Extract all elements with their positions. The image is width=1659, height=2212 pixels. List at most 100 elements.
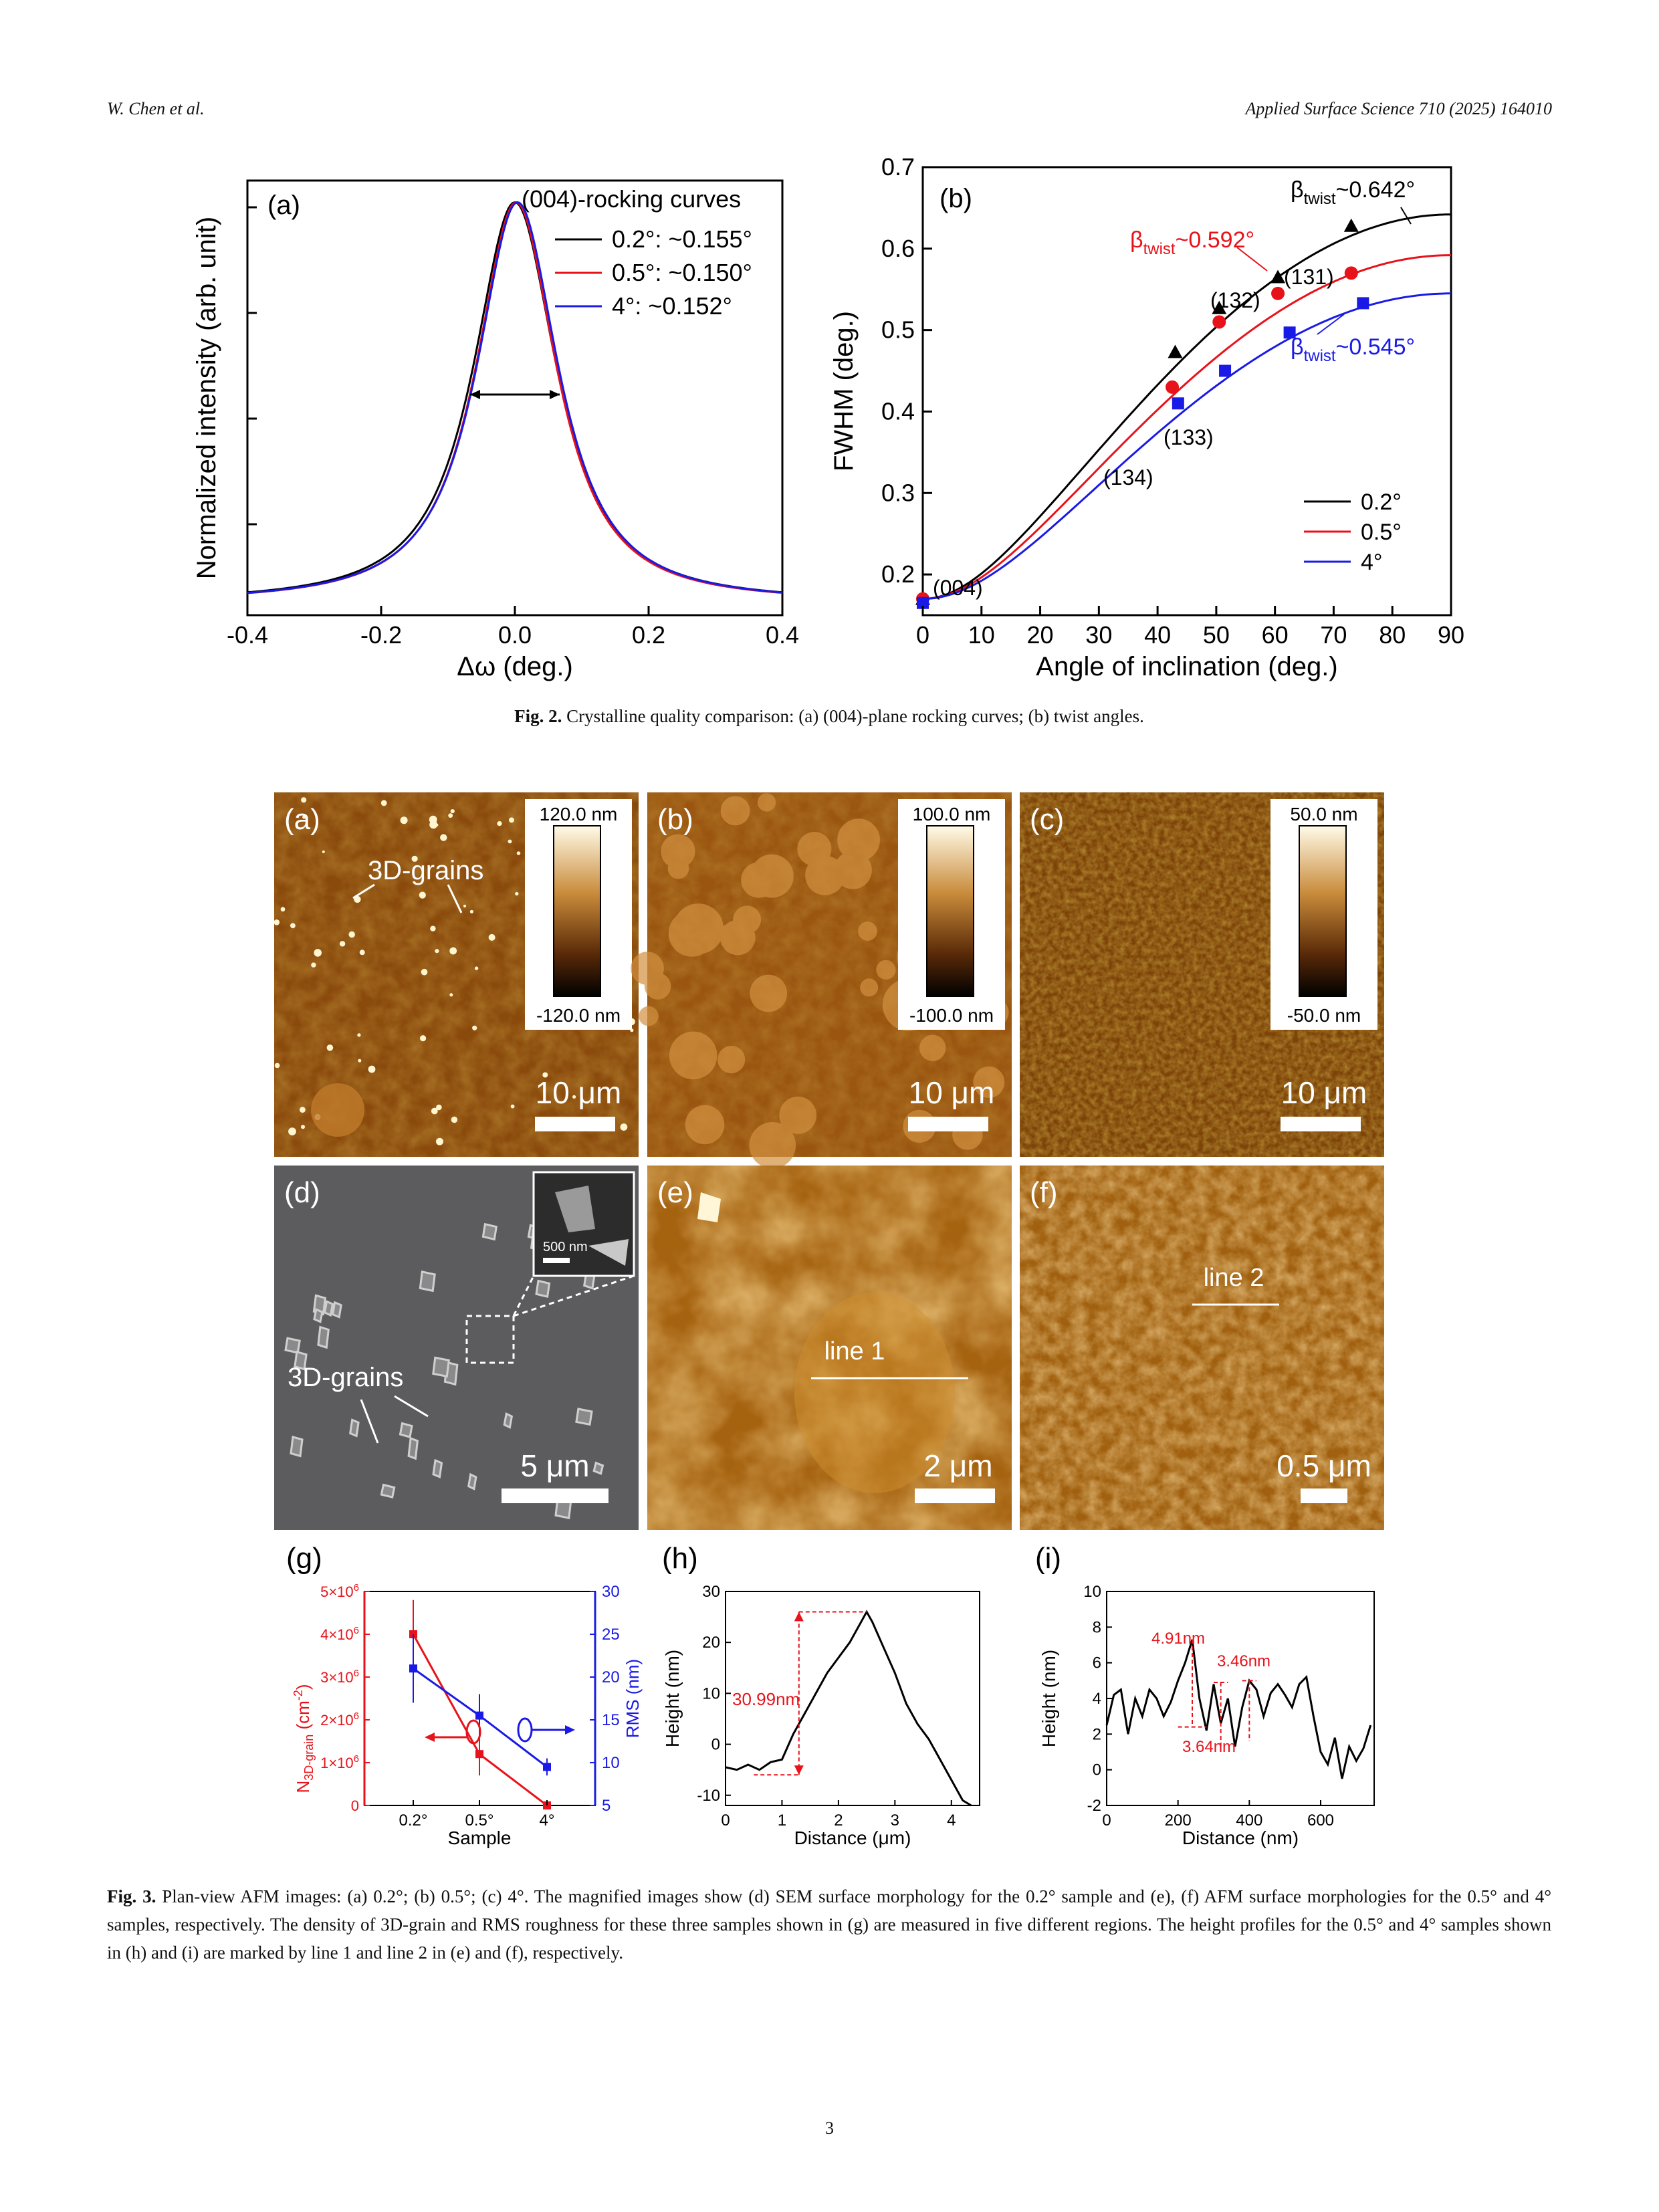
afm-a-grain <box>509 817 514 823</box>
fig3g-point-rms-2 <box>543 1763 551 1771</box>
fig2b-xtick-label-2: 20 <box>1027 621 1054 649</box>
sem-panel-d: (d) 500 nm 3D-grains 5 μm <box>274 1166 639 1530</box>
fig2b-xlabel: Angle of inclination (deg.) <box>1036 652 1337 681</box>
afm-panel-e: (e) line 1 2 μm <box>647 1166 1012 1530</box>
fig2a-legend: 0.2°: ~0.155° 0.5°: ~0.150° 4°: ~0.152° <box>555 225 752 320</box>
afm-a-grain <box>620 1123 628 1131</box>
sem-d-grain <box>432 1356 450 1378</box>
afm-a-grain <box>339 941 346 947</box>
fig2b-point-2-1 <box>1172 397 1184 410</box>
afm-b-mound <box>858 921 877 941</box>
fig2b-ytick-label-5: 0.7 <box>881 153 915 181</box>
afm-a-grain <box>430 925 436 931</box>
afm-panel-b: (b) 100.0 nm -100.0 nm 10 μm <box>631 792 1012 1169</box>
fig3g-rtick-label-2: 15 <box>602 1711 620 1729</box>
afm-a-grain <box>302 815 306 819</box>
fig3g-point-n3d-1 <box>475 1750 483 1759</box>
fig2b-point-1-2 <box>1212 315 1226 329</box>
fig3g-point-rms-1 <box>475 1711 483 1720</box>
fig2b-ytick-label-3: 0.5 <box>881 316 915 344</box>
afm-a-grain <box>451 1116 458 1123</box>
afm-c-scalebar-label: 10 μm <box>1281 1075 1367 1110</box>
afm-a-grain <box>322 850 325 853</box>
afm-f-label: (f) <box>1030 1176 1058 1209</box>
afm-a-grain <box>380 800 387 806</box>
afm-b-mound <box>661 834 695 869</box>
fig3g-xtick-label-1: 0.5° <box>465 1811 494 1830</box>
fig3i-ytick-label-2: 2 <box>1093 1725 1101 1743</box>
sem-d-grain <box>481 1222 498 1241</box>
afm-c-scale-bottom: -50.0 nm <box>1287 1005 1361 1026</box>
afm-a-grain <box>472 1025 477 1030</box>
fig2b-xtick-label-8: 80 <box>1379 621 1406 649</box>
afm-a-grain <box>411 855 418 862</box>
afm-c-label: (c) <box>1030 803 1064 836</box>
fig2b-legend-1: 0.5° <box>1361 520 1402 545</box>
running-header-journal: Applied Surface Science 710 (2025) 16401… <box>1245 99 1553 118</box>
fig2b-xtick-label-7: 70 <box>1320 621 1347 649</box>
afm-b-label: (b) <box>657 803 693 836</box>
afm-b-scalebar-label: 10 μm <box>909 1075 995 1110</box>
afm-a-grain <box>488 933 495 941</box>
fig2a-xlabel: Δω (deg.) <box>457 652 573 681</box>
afm-a-grain <box>449 993 453 997</box>
fig3i-xtick-label-0: 0 <box>1102 1811 1111 1830</box>
fig3i-ylabel: Height (nm) <box>1038 1650 1059 1747</box>
afm-a-scalebar-label: 10 μm <box>536 1075 622 1110</box>
afm-b-mound <box>631 952 664 985</box>
afm-a-grain <box>508 839 512 844</box>
fig3h-xtick-label-4: 4 <box>947 1811 956 1830</box>
fig2b-ytick-label-4: 0.6 <box>881 235 915 262</box>
sem-d-grain <box>323 1300 334 1317</box>
fig3i-annotation-1: 3.46nm <box>1217 1652 1270 1670</box>
sem-d-grain <box>419 1270 436 1293</box>
fig2b-point-1-4 <box>1344 266 1358 280</box>
fig2b-point-0-2 <box>1212 300 1227 314</box>
afm-a-grain <box>301 797 307 803</box>
fig3i-ytick-label-1: 0 <box>1093 1761 1101 1779</box>
afm-b-mound <box>720 796 750 826</box>
sem-d-grain <box>535 1279 551 1299</box>
fig3h-ytick-label-1: 0 <box>711 1736 720 1754</box>
fig3h-annotation: 30.99nm <box>732 1689 800 1709</box>
fig3g-ltick-label-5: 5×106 <box>320 1582 359 1600</box>
fig2b-xtick-label-5: 50 <box>1203 621 1230 649</box>
fig2b-xtick-label-4: 40 <box>1144 621 1171 649</box>
sem-d-grain <box>317 1325 330 1349</box>
fig3g-ltick-label-4: 4×106 <box>320 1625 359 1643</box>
afm-panel-c: (c) 50.0 nm -50.0 nm 10 μm <box>1020 792 1384 1157</box>
sem-d-label: (d) <box>284 1176 320 1209</box>
fig2b-label-131: (131) <box>1284 265 1334 289</box>
afm-a-grain <box>280 907 286 912</box>
fig2b-beta-02: βtwist~0.642° <box>1291 177 1415 208</box>
fig2b-point-1-1 <box>1166 380 1180 394</box>
fig3h-xtick-label-3: 3 <box>891 1811 899 1830</box>
afm-a-grain <box>300 1107 306 1113</box>
fig3h-profile <box>725 1610 972 1807</box>
fig3h-xlabel: Distance (μm) <box>794 1828 911 1848</box>
fig2b-label-133: (133) <box>1164 425 1214 449</box>
afm-b-mound <box>749 1122 796 1169</box>
fig3g-xtick-label-2: 4° <box>540 1811 555 1830</box>
sem-d-inset-scalebar-label: 500 nm <box>543 1240 588 1254</box>
fig2b-point-2-2 <box>1219 364 1232 377</box>
sem-d-grain <box>467 1472 477 1490</box>
fig3-panel-g-chart: (g) 0 1×106 2×106 3×106 4×106 5×106 5 10 15 20 25 3… <box>286 1542 643 1848</box>
fig2b-xtick-label-6: 60 <box>1262 621 1289 649</box>
fig3i-panel-label: (i) <box>1035 1542 1061 1575</box>
fig3i-xlabel: Distance (nm) <box>1182 1828 1299 1848</box>
afm-a-grain <box>542 1072 548 1078</box>
fig3g-rtick-label-4: 25 <box>602 1626 620 1644</box>
fig2b-ytick-label-1: 0.3 <box>881 479 915 506</box>
afm-b-mound <box>876 960 896 980</box>
afm-a-grain <box>357 1033 361 1037</box>
afm-a-grain <box>421 968 428 976</box>
fig3i-xtick-label-1: 200 <box>1165 1811 1192 1830</box>
afm-a-grain <box>510 1104 515 1109</box>
afm-b-mound <box>860 978 879 997</box>
fig2a-legend-1: 0.5°: ~0.150° <box>612 259 752 286</box>
fig3h-ytick-label-0: -10 <box>697 1787 720 1805</box>
afm-b-scale-top: 100.0 nm <box>913 804 991 824</box>
fig2b-ylabel: FWHM (deg.) <box>829 311 859 471</box>
afm-a-grain <box>311 962 316 968</box>
